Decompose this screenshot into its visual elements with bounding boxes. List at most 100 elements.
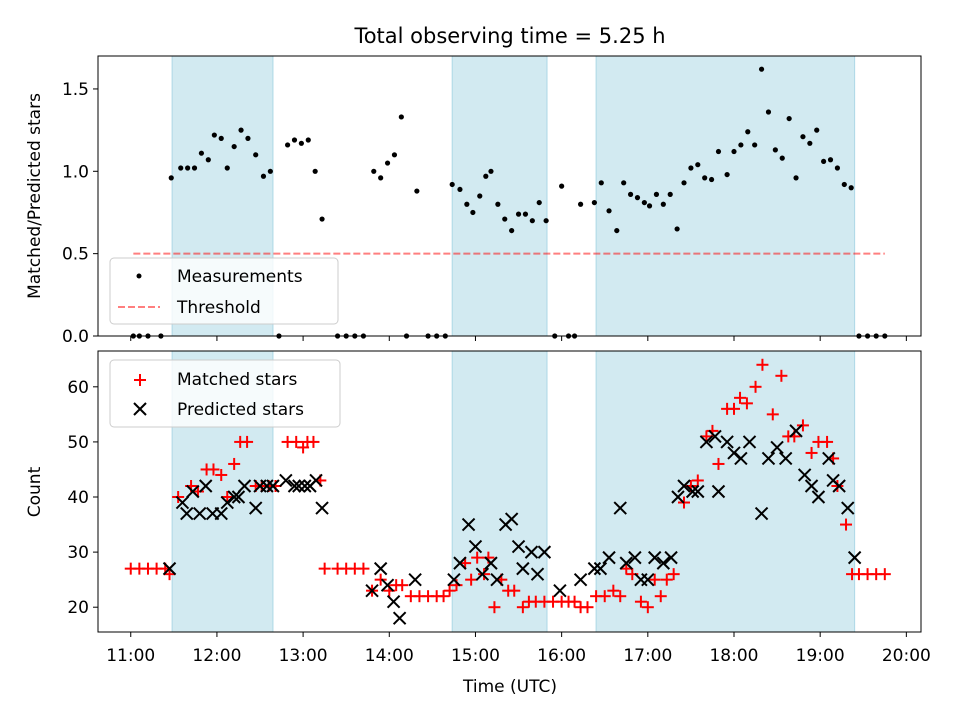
measurement-point xyxy=(168,175,174,181)
matched-star-point xyxy=(712,457,725,470)
measurement-point xyxy=(536,199,542,206)
ratio-panel: 0.0 0.5 1.0 1.5 Matched/Predicted stars Mea… xyxy=(25,55,922,347)
matched-star-point xyxy=(228,457,241,470)
x-tick-label: 12:00 xyxy=(192,646,241,666)
matched-star-point xyxy=(241,435,254,448)
predicted-star-point xyxy=(475,567,490,581)
predicted-star-point xyxy=(553,583,567,598)
legend-measurement-marker xyxy=(136,273,142,279)
measurement-point xyxy=(291,137,298,143)
measurement-point xyxy=(800,134,806,140)
measurement-point xyxy=(667,191,673,197)
matched-star-point xyxy=(163,568,176,581)
predicted-star-point xyxy=(386,594,401,609)
predicted-star-point xyxy=(734,451,748,466)
measurement-point xyxy=(674,226,680,232)
predicted-star-point xyxy=(822,451,836,466)
y-tick-label: 20 xyxy=(67,598,89,618)
ratio-legend: Measurements Threshold xyxy=(109,257,339,325)
matched-star-point xyxy=(437,590,450,603)
ratio-axes-frame xyxy=(97,55,922,337)
predicted-star-point xyxy=(641,572,655,587)
matched-star-point xyxy=(740,397,753,410)
legend-predicted-label: Predicted stars xyxy=(177,400,304,420)
predicted-star-point xyxy=(648,550,662,565)
predicted-star-point xyxy=(461,517,476,532)
matched-star-point xyxy=(796,419,809,432)
measurement-point xyxy=(814,127,820,133)
shaded-interval xyxy=(595,55,856,337)
x-tick-label: 18:00 xyxy=(709,646,758,666)
count-legend: Matched stars Predicted stars xyxy=(109,359,341,428)
measurement-point xyxy=(681,180,687,186)
matched-star-point xyxy=(756,358,769,371)
measurement-point xyxy=(483,173,489,179)
matched-star-point xyxy=(290,435,303,448)
matched-star-point xyxy=(396,579,409,592)
matched-star-point xyxy=(307,435,320,448)
measurement-point xyxy=(391,152,398,158)
predicted-star-point xyxy=(468,539,483,554)
matched-star-point xyxy=(805,446,818,459)
matched-star-point xyxy=(488,601,501,614)
count-y-axis: 20 30 40 50 60 xyxy=(67,378,98,618)
measurement-point xyxy=(267,168,273,174)
matched-star-point xyxy=(357,562,370,575)
measurement-point xyxy=(319,216,325,222)
y-tick-label: 1.5 xyxy=(62,80,89,100)
measurement-point xyxy=(702,175,708,181)
measurement-point xyxy=(793,175,799,181)
shaded-interval xyxy=(451,55,548,337)
predicted-star-point xyxy=(162,561,177,576)
matched-star-point xyxy=(700,430,713,443)
predicted-star-point xyxy=(408,572,422,587)
x-axis-label: Time (UTC) xyxy=(462,677,557,697)
measurement-point xyxy=(634,195,641,201)
measurement-point xyxy=(646,203,653,209)
measurement-point xyxy=(621,180,627,186)
count-panel: 20 30 40 50 60 11:00 12:00 13:00 14:00 15:00 16:0… xyxy=(25,350,931,697)
predicted-star-point xyxy=(593,561,608,576)
measurement-point xyxy=(641,199,647,206)
matched-star-point xyxy=(766,408,779,421)
x-tick-label: 20:00 xyxy=(882,646,931,666)
predicted-star-point xyxy=(380,578,395,592)
predicted-star-point xyxy=(214,506,228,521)
measurement-point xyxy=(848,185,854,191)
measurement-point xyxy=(515,211,522,217)
measurement-point xyxy=(724,171,730,178)
matched-star-point xyxy=(821,435,834,448)
measurement-point xyxy=(695,162,701,168)
measurement-point xyxy=(745,129,751,135)
measurement-point xyxy=(522,211,529,217)
predicted-star-point xyxy=(619,556,633,570)
predicted-star-point xyxy=(613,501,627,515)
measurement-point xyxy=(284,142,291,148)
measurement-point xyxy=(231,143,237,150)
legend-x-marker xyxy=(133,402,147,416)
measurement-point xyxy=(305,137,311,143)
matched-star-point xyxy=(667,568,680,581)
y-tick-label: 60 xyxy=(67,378,89,398)
predicted-star-point xyxy=(708,429,722,444)
shaded-interval xyxy=(451,350,548,633)
measurement-point xyxy=(821,158,827,165)
predicted-star-point xyxy=(685,484,700,499)
predicted-star-point xyxy=(373,561,388,576)
x-tick-label: 19:00 xyxy=(796,646,845,666)
measurement-point xyxy=(529,218,535,224)
measurement-point xyxy=(449,181,455,188)
measurement-point xyxy=(834,165,841,171)
predicted-star-point xyxy=(453,556,467,570)
legend-matched-label: Matched stars xyxy=(177,370,297,390)
predicted-star-point xyxy=(292,479,306,493)
measurement-point xyxy=(731,148,737,155)
measurement-point xyxy=(457,186,463,193)
measurement-point xyxy=(765,109,772,115)
matched-star-point xyxy=(581,601,594,614)
predicted-star-point xyxy=(447,572,461,587)
measurement-point xyxy=(786,115,792,122)
x-tick-label: 13:00 xyxy=(279,646,328,666)
measurement-point xyxy=(378,175,384,181)
